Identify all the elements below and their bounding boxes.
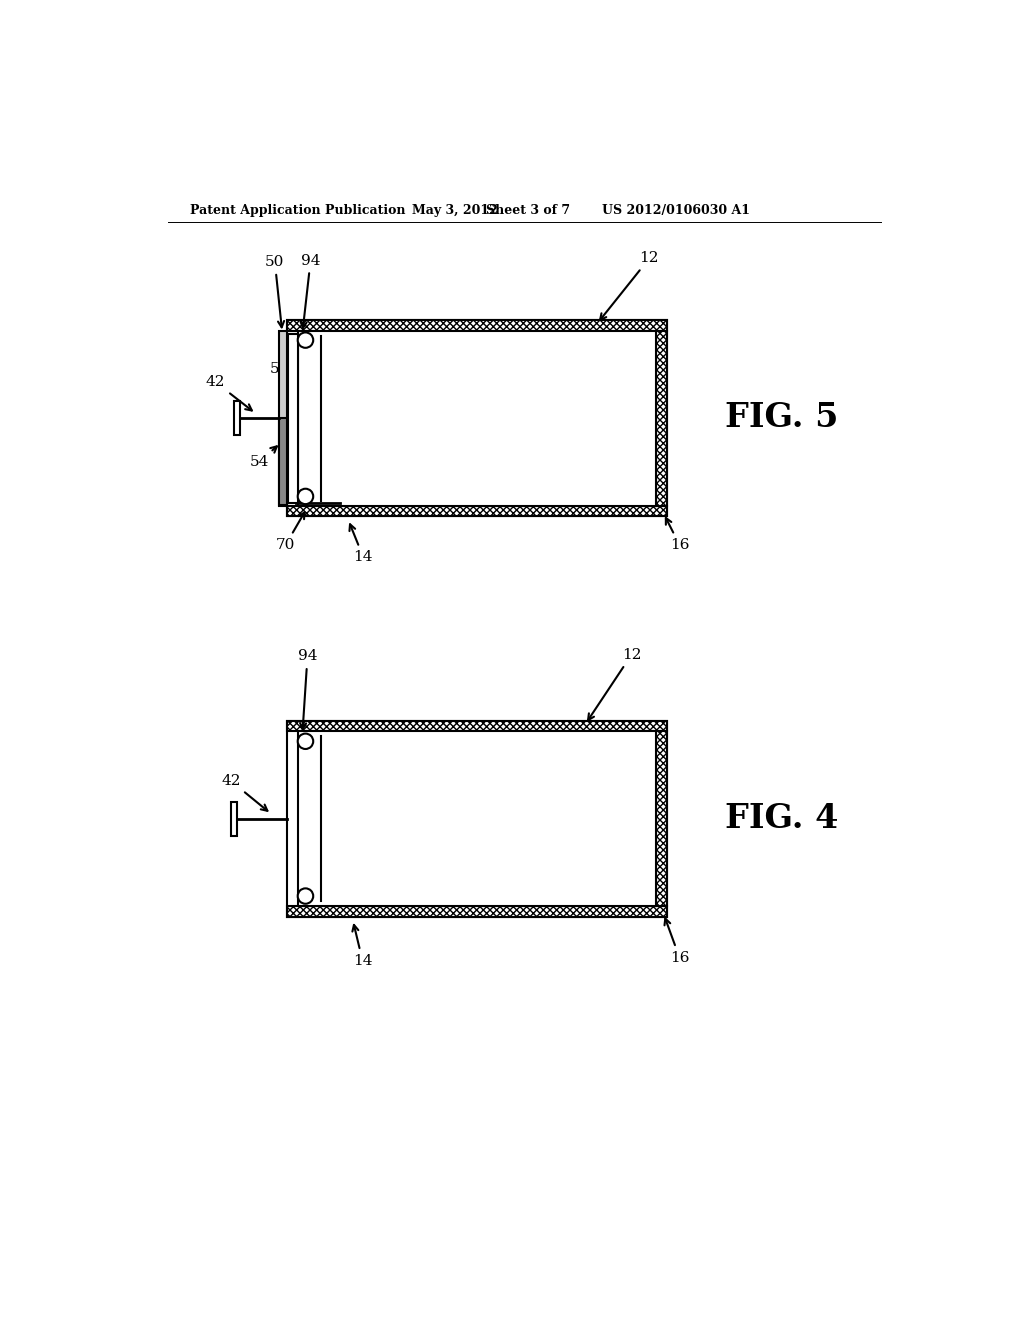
Text: 89: 89: [325, 845, 354, 869]
Text: 16: 16: [666, 517, 689, 552]
Bar: [298, 731, 655, 906]
Text: 14: 14: [349, 524, 373, 564]
Bar: [287, 906, 667, 917]
Bar: [280, 418, 287, 506]
Bar: [287, 506, 667, 516]
Circle shape: [298, 734, 313, 748]
Text: 50: 50: [265, 255, 285, 327]
Text: 12: 12: [588, 648, 641, 721]
Text: 92: 92: [335, 352, 354, 366]
Bar: [287, 721, 667, 731]
Bar: [298, 331, 655, 506]
Text: May 3, 2012: May 3, 2012: [413, 205, 499, 218]
Text: 94: 94: [301, 253, 321, 329]
Bar: [288, 334, 298, 503]
Text: 54: 54: [250, 446, 276, 469]
Bar: [234, 401, 241, 436]
Text: Patent Application Publication: Patent Application Publication: [190, 205, 406, 218]
Text: 16: 16: [665, 919, 689, 965]
Text: 70: 70: [276, 512, 304, 552]
Bar: [280, 331, 287, 506]
Text: 56: 56: [270, 354, 290, 376]
Text: 89: 89: [325, 441, 354, 465]
Circle shape: [298, 888, 313, 904]
Text: 42: 42: [206, 375, 252, 411]
Bar: [655, 731, 667, 906]
Text: 20: 20: [496, 409, 521, 426]
Text: 42: 42: [221, 774, 267, 810]
Bar: [287, 321, 667, 516]
Text: 92: 92: [335, 758, 354, 771]
Bar: [655, 331, 667, 506]
Bar: [231, 801, 238, 836]
Text: FIG. 4: FIG. 4: [725, 801, 838, 834]
Text: US 2012/0106030 A1: US 2012/0106030 A1: [602, 205, 751, 218]
Bar: [287, 321, 667, 331]
Text: 20: 20: [500, 809, 524, 828]
Text: 94: 94: [298, 649, 317, 729]
Bar: [287, 721, 667, 917]
Circle shape: [298, 333, 313, 348]
Text: 12: 12: [600, 251, 659, 319]
Text: Sheet 3 of 7: Sheet 3 of 7: [486, 205, 570, 218]
Circle shape: [298, 488, 313, 504]
Text: FIG. 5: FIG. 5: [725, 401, 838, 434]
Text: 14: 14: [352, 925, 373, 968]
